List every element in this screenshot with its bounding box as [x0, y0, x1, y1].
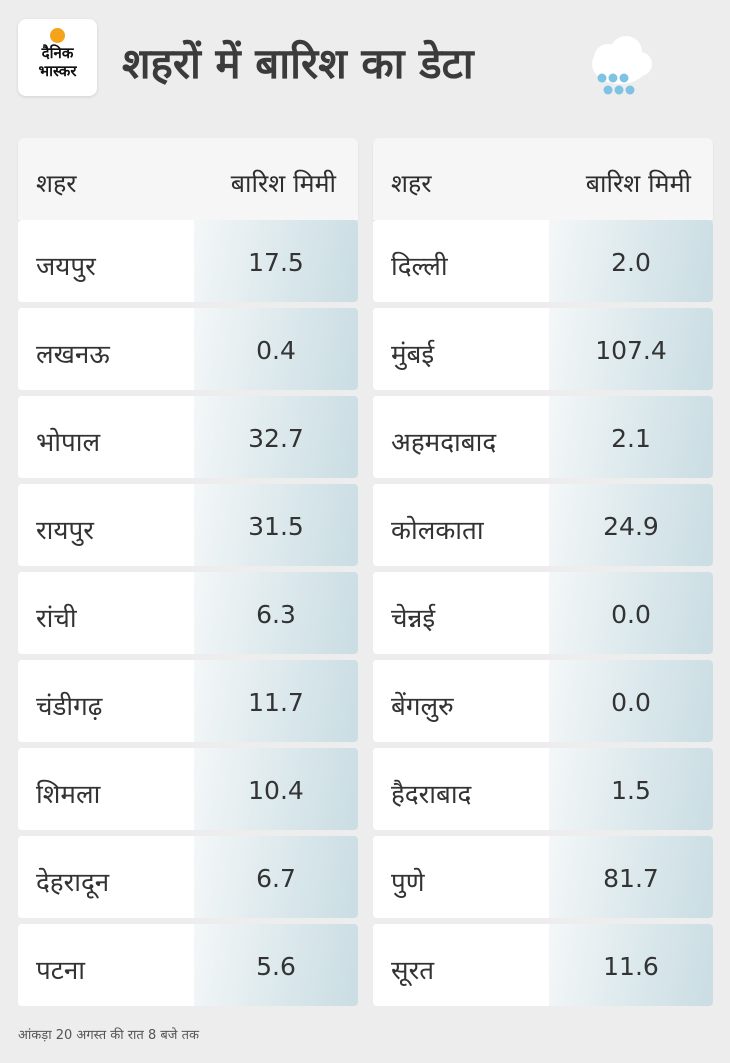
city-name: हैदराबाद [391, 780, 472, 810]
city-name: मुंबई [391, 340, 435, 370]
table-row: रायपुर 31.5 [18, 484, 358, 566]
rain-value-cell: 31.5 [194, 484, 358, 566]
column-header-rain: बारिश मिमी [585, 169, 691, 198]
table-row: चेन्नई 0.0 [373, 572, 713, 654]
rain-value: 11.7 [248, 688, 304, 717]
table-row: सूरत 11.6 [373, 924, 713, 1006]
rain-value: 6.7 [256, 864, 296, 893]
rain-value: 11.6 [603, 952, 659, 981]
city-name: अहमदाबाद [391, 428, 497, 458]
city-name: लखनऊ [36, 340, 110, 370]
city-name: पुणे [391, 868, 425, 898]
page-title: शहरों में बारिश का डेटा [122, 39, 474, 88]
rain-value-cell: 0.0 [549, 660, 713, 742]
column-header-city: शहर [36, 169, 77, 198]
header: दैनिक भास्कर शहरों में बारिश का डेटा [0, 0, 730, 120]
table-row: लखनऊ 0.4 [18, 308, 358, 390]
table-row: भोपाल 32.7 [18, 396, 358, 478]
rain-value: 17.5 [248, 248, 304, 277]
logo-text-line1: दैनिक [41, 44, 74, 62]
rain-value-cell: 17.5 [194, 220, 358, 302]
city-name: शिमला [36, 780, 101, 810]
table-row: देहरादून 6.7 [18, 836, 358, 918]
rain-value: 0.0 [611, 600, 651, 629]
table-header: शहर बारिश मिमी [18, 138, 358, 220]
city-name: रांची [36, 604, 77, 634]
rain-value: 31.5 [248, 512, 304, 541]
rain-value: 24.9 [603, 512, 659, 541]
logo-sun-dot [50, 28, 65, 43]
rain-value: 0.4 [256, 336, 296, 365]
city-name: रायपुर [36, 516, 94, 546]
rain-value-cell: 1.5 [549, 748, 713, 830]
rain-value: 81.7 [603, 864, 659, 893]
rain-value: 5.6 [256, 952, 296, 981]
column-header-rain: बारिश मिमी [230, 169, 336, 198]
rain-table-left: शहर बारिश मिमी जयपुर 17.5 लखनऊ 0.4 भोपाल 32.7… [18, 138, 358, 1006]
rain-value-cell: 32.7 [194, 396, 358, 478]
rain-value-cell: 11.6 [549, 924, 713, 1006]
city-name: देहरादून [36, 868, 110, 898]
data-footnote: आंकड़ा 20 अगस्त की रात 8 बजे तक [18, 1028, 199, 1043]
table-row: पटना 5.6 [18, 924, 358, 1006]
city-name: दिल्ली [391, 252, 448, 282]
rain-value: 0.0 [611, 688, 651, 717]
rain-value: 6.3 [256, 600, 296, 629]
rain-value-cell: 0.4 [194, 308, 358, 390]
rain-value-cell: 10.4 [194, 748, 358, 830]
table-row: हैदराबाद 1.5 [373, 748, 713, 830]
city-name: जयपुर [36, 252, 96, 282]
city-name: पटना [36, 956, 86, 986]
city-name: भोपाल [36, 428, 101, 458]
table-header: शहर बारिश मिमी [373, 138, 713, 220]
logo-text-line2: भास्कर [38, 62, 77, 80]
rain-value-cell: 2.1 [549, 396, 713, 478]
city-name: चंडीगढ़ [36, 692, 103, 722]
rain-value-cell: 6.3 [194, 572, 358, 654]
rain-cloud-icon [592, 36, 652, 95]
table-row: कोलकाता 24.9 [373, 484, 713, 566]
rain-value: 1.5 [611, 776, 651, 805]
table-row: बेंगलुरु 0.0 [373, 660, 713, 742]
column-header-city: शहर [391, 169, 432, 198]
city-name: बेंगलुरु [391, 692, 454, 722]
rain-value-cell: 5.6 [194, 924, 358, 1006]
rain-value: 107.4 [595, 336, 667, 365]
table-row: अहमदाबाद 2.1 [373, 396, 713, 478]
city-name: सूरत [391, 956, 435, 986]
table-row: मुंबई 107.4 [373, 308, 713, 390]
city-name: चेन्नई [391, 604, 436, 634]
rain-value-cell: 24.9 [549, 484, 713, 566]
table-row: जयपुर 17.5 [18, 220, 358, 302]
rain-value-cell: 2.0 [549, 220, 713, 302]
rain-value-cell: 0.0 [549, 572, 713, 654]
table-row: शिमला 10.4 [18, 748, 358, 830]
table-row: दिल्ली 2.0 [373, 220, 713, 302]
rain-value: 2.1 [611, 424, 651, 453]
city-name: कोलकाता [391, 516, 484, 546]
rain-value-cell: 81.7 [549, 836, 713, 918]
table-row: पुणे 81.7 [373, 836, 713, 918]
dainik-bhaskar-logo: दैनिक भास्कर [18, 19, 97, 96]
table-row: चंडीगढ़ 11.7 [18, 660, 358, 742]
rain-value: 2.0 [611, 248, 651, 277]
table-row: रांची 6.3 [18, 572, 358, 654]
rain-value-cell: 107.4 [549, 308, 713, 390]
rain-value: 10.4 [248, 776, 304, 805]
rain-table-right: शहर बारिश मिमी दिल्ली 2.0 मुंबई 107.4 अहमदाब… [373, 138, 713, 1006]
rain-value-cell: 6.7 [194, 836, 358, 918]
rain-value-cell: 11.7 [194, 660, 358, 742]
rain-value: 32.7 [248, 424, 304, 453]
